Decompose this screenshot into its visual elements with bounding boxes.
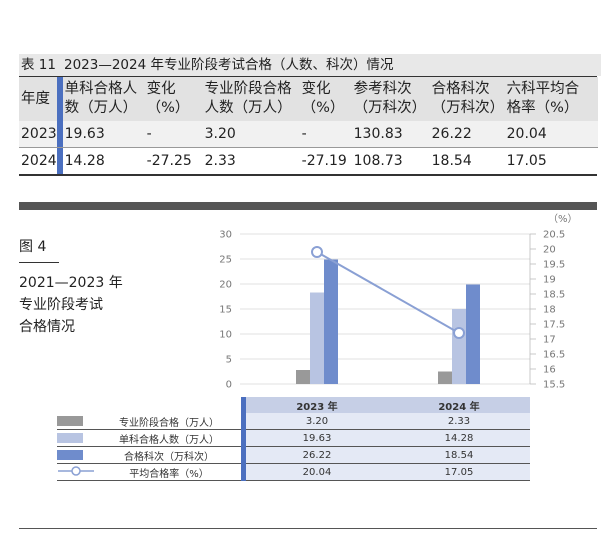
left-tick-label: 30 bbox=[219, 230, 232, 241]
figure-title: 2021—2023 年 专业阶段考试 合格情况 bbox=[19, 272, 123, 338]
table-header-row: 年度 单科合格人 数（万人） 变化 （%） 专业阶段合格 人数（万人） 变化 （%） 参… bbox=[19, 77, 598, 121]
right-tick-label: 19 bbox=[543, 275, 556, 286]
cell-single: 19.63 bbox=[62, 121, 145, 148]
section-divider bbox=[19, 202, 597, 210]
header-change-2: 变化 （%） bbox=[299, 77, 352, 121]
right-tick-label: 19.5 bbox=[543, 260, 565, 271]
legend-swatch-lightblue bbox=[57, 432, 83, 443]
legend-value: 14.28 bbox=[388, 429, 530, 447]
cell-year: 2023 bbox=[19, 121, 57, 148]
left-tick-label: 25 bbox=[219, 255, 232, 266]
legend-table: 2023 年 2024 年 专业阶段合格（万人） 3.20 2.33 单科合格人… bbox=[57, 397, 530, 481]
avg-pass-rate-point bbox=[311, 246, 323, 258]
legend-value: 17.05 bbox=[388, 463, 530, 481]
legend-label: 平均合格率（%） bbox=[97, 463, 241, 481]
table-row: 2023 19.63 - 3.20 - 130.83 26.22 20.04 bbox=[19, 121, 598, 148]
cell-change-1: - bbox=[144, 121, 203, 148]
legend-value: 19.63 bbox=[246, 429, 388, 447]
legend-swatch-gray bbox=[57, 415, 83, 426]
cell-pass: 26.22 bbox=[429, 121, 505, 148]
legend-value: 20.04 bbox=[246, 463, 388, 481]
header-change-1: 变化 （%） bbox=[144, 77, 203, 121]
right-tick-label: 18 bbox=[543, 305, 556, 316]
cell-exam: 108.73 bbox=[353, 153, 403, 169]
legend-label: 单科合格人数（万人） bbox=[97, 429, 241, 447]
avg-pass-rate-point bbox=[453, 327, 465, 339]
table-11: 年度 单科合格人 数（万人） 变化 （%） 专业阶段合格 人数（万人） 变化 （%） 参… bbox=[19, 77, 598, 174]
legend-row: 合格科次（万科次） 26.22 18.54 bbox=[57, 446, 530, 464]
legend-row: 平均合格率（%） 20.04 17.05 bbox=[57, 463, 530, 481]
bar-2024年-s2 bbox=[466, 284, 480, 384]
header-pass: 合格科次 （万科次） bbox=[429, 77, 505, 121]
legend-header-row: 2023 年 2024 年 bbox=[57, 397, 530, 413]
header-year: 年度 bbox=[19, 77, 57, 121]
right-axis-unit: （%） bbox=[548, 213, 578, 225]
legend-col-2023: 2023 年 bbox=[246, 397, 388, 413]
figure-label-rule bbox=[19, 262, 59, 263]
cell-pro: 2.33 bbox=[204, 153, 236, 169]
legend-line-marker-icon bbox=[58, 465, 94, 476]
right-tick-label: 20.5 bbox=[543, 230, 565, 241]
table-11-caption: 2023—2024 年专业阶段考试合格（人数、科次）情况 bbox=[63, 57, 394, 73]
chart: 0 5 10 15 20 25 30 15.5 16 16.5 17 17.5 18 18.5 19 19.… bbox=[219, 213, 578, 391]
legend-value: 26.22 bbox=[246, 446, 388, 464]
cell-change-1: -27.25 bbox=[146, 153, 192, 169]
legend-value: 3.20 bbox=[246, 413, 388, 430]
right-tick-label: 17.5 bbox=[543, 320, 565, 331]
table-accent-bar bbox=[56, 121, 63, 148]
page-bottom-rule bbox=[19, 528, 597, 529]
figure-title-line: 专业阶段考试 bbox=[19, 297, 103, 313]
bar-2024年-s1 bbox=[452, 309, 466, 384]
bar-2023年-s1 bbox=[310, 292, 324, 384]
right-tick-label: 17 bbox=[543, 335, 556, 346]
cell-change-2: - bbox=[299, 121, 352, 148]
figure-title-line: 2021—2023 年 bbox=[19, 275, 123, 291]
table-bottom-rule bbox=[19, 174, 597, 176]
right-tick-label: 16 bbox=[543, 365, 556, 376]
header-single: 单科合格人 数（万人） bbox=[62, 77, 145, 121]
legend-row: 专业阶段合格（万人） 3.20 2.33 bbox=[57, 413, 530, 430]
right-tick-label: 18.5 bbox=[543, 290, 565, 301]
cell-pass: 18.54 bbox=[431, 153, 472, 169]
figure-title-line: 合格情况 bbox=[19, 319, 75, 335]
left-tick-label: 15 bbox=[219, 305, 232, 316]
legend-value: 18.54 bbox=[388, 446, 530, 464]
table-row: 2024 14.28 -27.25 2.33 -27.19 108.73 18.… bbox=[19, 147, 598, 174]
right-tick-label: 20 bbox=[543, 245, 556, 256]
bar-2023年-s2 bbox=[324, 259, 338, 384]
right-tick-label: 15.5 bbox=[543, 380, 565, 391]
left-tick-label: 20 bbox=[219, 280, 232, 291]
legend-label: 合格科次（万科次） bbox=[97, 446, 241, 464]
header-pro: 专业阶段合格 人数（万人） bbox=[202, 77, 300, 121]
legend-value: 2.33 bbox=[388, 413, 530, 430]
table-11-label: 表 11 bbox=[21, 57, 56, 73]
cell-exam: 130.83 bbox=[351, 121, 430, 148]
header-exam: 参考科次 （万科次） bbox=[351, 77, 430, 121]
header-avg: 六科平均合 格率（%） bbox=[504, 77, 598, 121]
table-accent-bar bbox=[56, 77, 63, 121]
left-tick-label: 10 bbox=[219, 330, 232, 341]
cell-year: 2024 bbox=[21, 153, 57, 169]
cell-single: 14.28 bbox=[64, 153, 105, 169]
legend-row: 单科合格人数（万人） 19.63 14.28 bbox=[57, 429, 530, 447]
cell-avg: 17.05 bbox=[506, 153, 547, 169]
legend-label: 专业阶段合格（万人） bbox=[97, 413, 241, 430]
right-tick-label: 16.5 bbox=[543, 350, 565, 361]
left-tick-label: 0 bbox=[226, 380, 232, 391]
bar-2024年-s0 bbox=[438, 371, 452, 384]
bar-2023年-s0 bbox=[296, 370, 310, 384]
cell-avg: 20.04 bbox=[504, 121, 598, 148]
table-11-title: 表 11 2023—2024 年专业阶段考试合格（人数、科次）情况 bbox=[19, 54, 601, 76]
table-top-rule bbox=[19, 76, 597, 78]
left-tick-label: 5 bbox=[226, 355, 232, 366]
figure-label: 图 4 bbox=[19, 239, 47, 255]
legend-swatch-blue bbox=[57, 449, 83, 460]
table-accent-bar bbox=[56, 147, 63, 174]
cell-pro: 3.20 bbox=[202, 121, 300, 148]
avg-pass-rate-line bbox=[316, 251, 460, 334]
cell-change-2: -27.19 bbox=[301, 153, 347, 169]
legend-col-2024: 2024 年 bbox=[388, 397, 530, 413]
